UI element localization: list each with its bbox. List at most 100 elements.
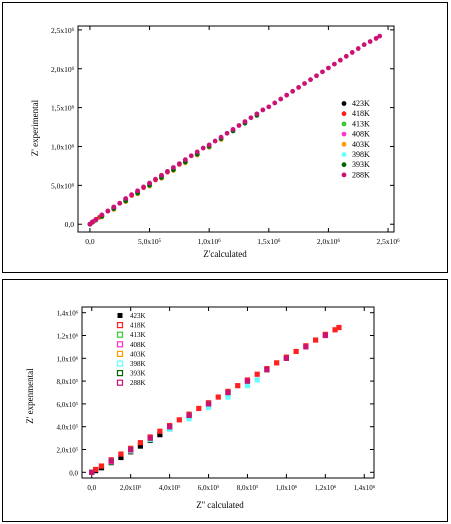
data-point [314,73,319,79]
legend-label: 408K [130,341,146,349]
data-point [302,81,307,86]
data-point [196,405,202,412]
data-point [278,96,284,102]
data-point [332,327,338,333]
x-tick-label: 2,0x106 [317,237,341,246]
data-point [167,424,173,430]
data-point [361,42,367,48]
legend-label: 288K [130,379,146,387]
data-point [111,204,117,210]
y-tick-label: 2,0x106 [51,65,75,74]
y-tick-label: 1,0x106 [56,355,78,364]
data-point [244,383,251,389]
x-tick-label: 8,0x105 [237,484,259,493]
data-point [244,378,251,384]
data-point [159,172,164,178]
data-point [236,123,242,128]
data-point [296,85,302,90]
data-point [129,192,135,198]
legend-label: 398K [352,150,370,159]
series-398K [89,377,260,475]
legend-label: 408K [352,130,370,139]
data-point [254,111,260,117]
data-point [343,53,349,59]
y-tick-label: 0,0 [69,469,78,477]
data-point [293,348,299,355]
data-point [254,371,260,377]
data-point [188,153,194,159]
legend-marker [341,152,347,157]
legend-marker [116,350,124,357]
data-point [153,176,158,182]
data-point [322,332,328,339]
data-point [313,337,319,343]
data-point [212,138,218,144]
x-axis-label: Z'calculated [203,249,247,259]
y-axis-label: Z' experimental [30,99,40,156]
legend-marker [341,141,347,147]
y-tick-label: 8,0x105 [56,378,78,387]
legend-marker [116,379,124,386]
data-point [205,401,212,407]
data-point [118,454,124,461]
data-point [194,149,200,155]
data-point [254,377,260,383]
legend-marker [341,101,347,106]
data-point [123,196,129,201]
data-point [225,389,231,396]
data-point [105,208,111,214]
y-tick-label: 6,0x105 [56,400,78,409]
legend-label: 423K [352,99,370,108]
legend-marker [117,313,123,318]
data-point [117,200,123,206]
data-point [242,119,248,125]
data-point [157,428,163,434]
data-point [326,65,331,71]
data-point [176,417,182,423]
plot-area [77,25,395,233]
data-point [377,33,383,39]
data-point [137,440,143,446]
data-point [108,458,114,464]
data-point [98,463,105,469]
data-point [89,469,95,475]
y-tick-label: 1,2x106 [56,332,78,341]
data-point [137,443,143,449]
data-point [349,50,355,55]
data-point [215,394,221,400]
x-axis-label: Z'' calculated [196,500,244,510]
data-point [93,466,99,473]
data-point [186,416,192,422]
data-point [141,184,146,190]
plot-area [81,306,375,479]
data-point [266,104,272,110]
y-tick-label: 1,5x106 [51,104,75,113]
x-tick-label: 4,0x105 [159,484,181,493]
data-point [355,46,361,51]
y-tick-label: 5,0x106 [51,181,75,190]
data-point [147,435,153,441]
x-tick-label: 1,4x106 [354,484,376,493]
data-point [230,126,236,132]
legend-label: 398K [130,360,146,368]
data-point [205,404,212,410]
x-tick-label: 6,0x105 [198,484,220,493]
data-point [290,88,296,94]
legend-label: 413K [352,119,370,128]
data-point [320,69,325,75]
data-point [367,39,373,44]
series-288K [89,332,328,475]
y-tick-label: 1,4x106 [56,309,78,318]
data-point [176,161,182,166]
data-point [200,145,206,151]
data-point [218,134,224,140]
data-point [274,360,280,366]
legend-label: 403K [130,350,146,358]
data-point [337,57,343,63]
legend-marker [116,322,124,329]
data-point [165,168,170,174]
data-point [373,36,379,41]
data-point [264,367,270,373]
